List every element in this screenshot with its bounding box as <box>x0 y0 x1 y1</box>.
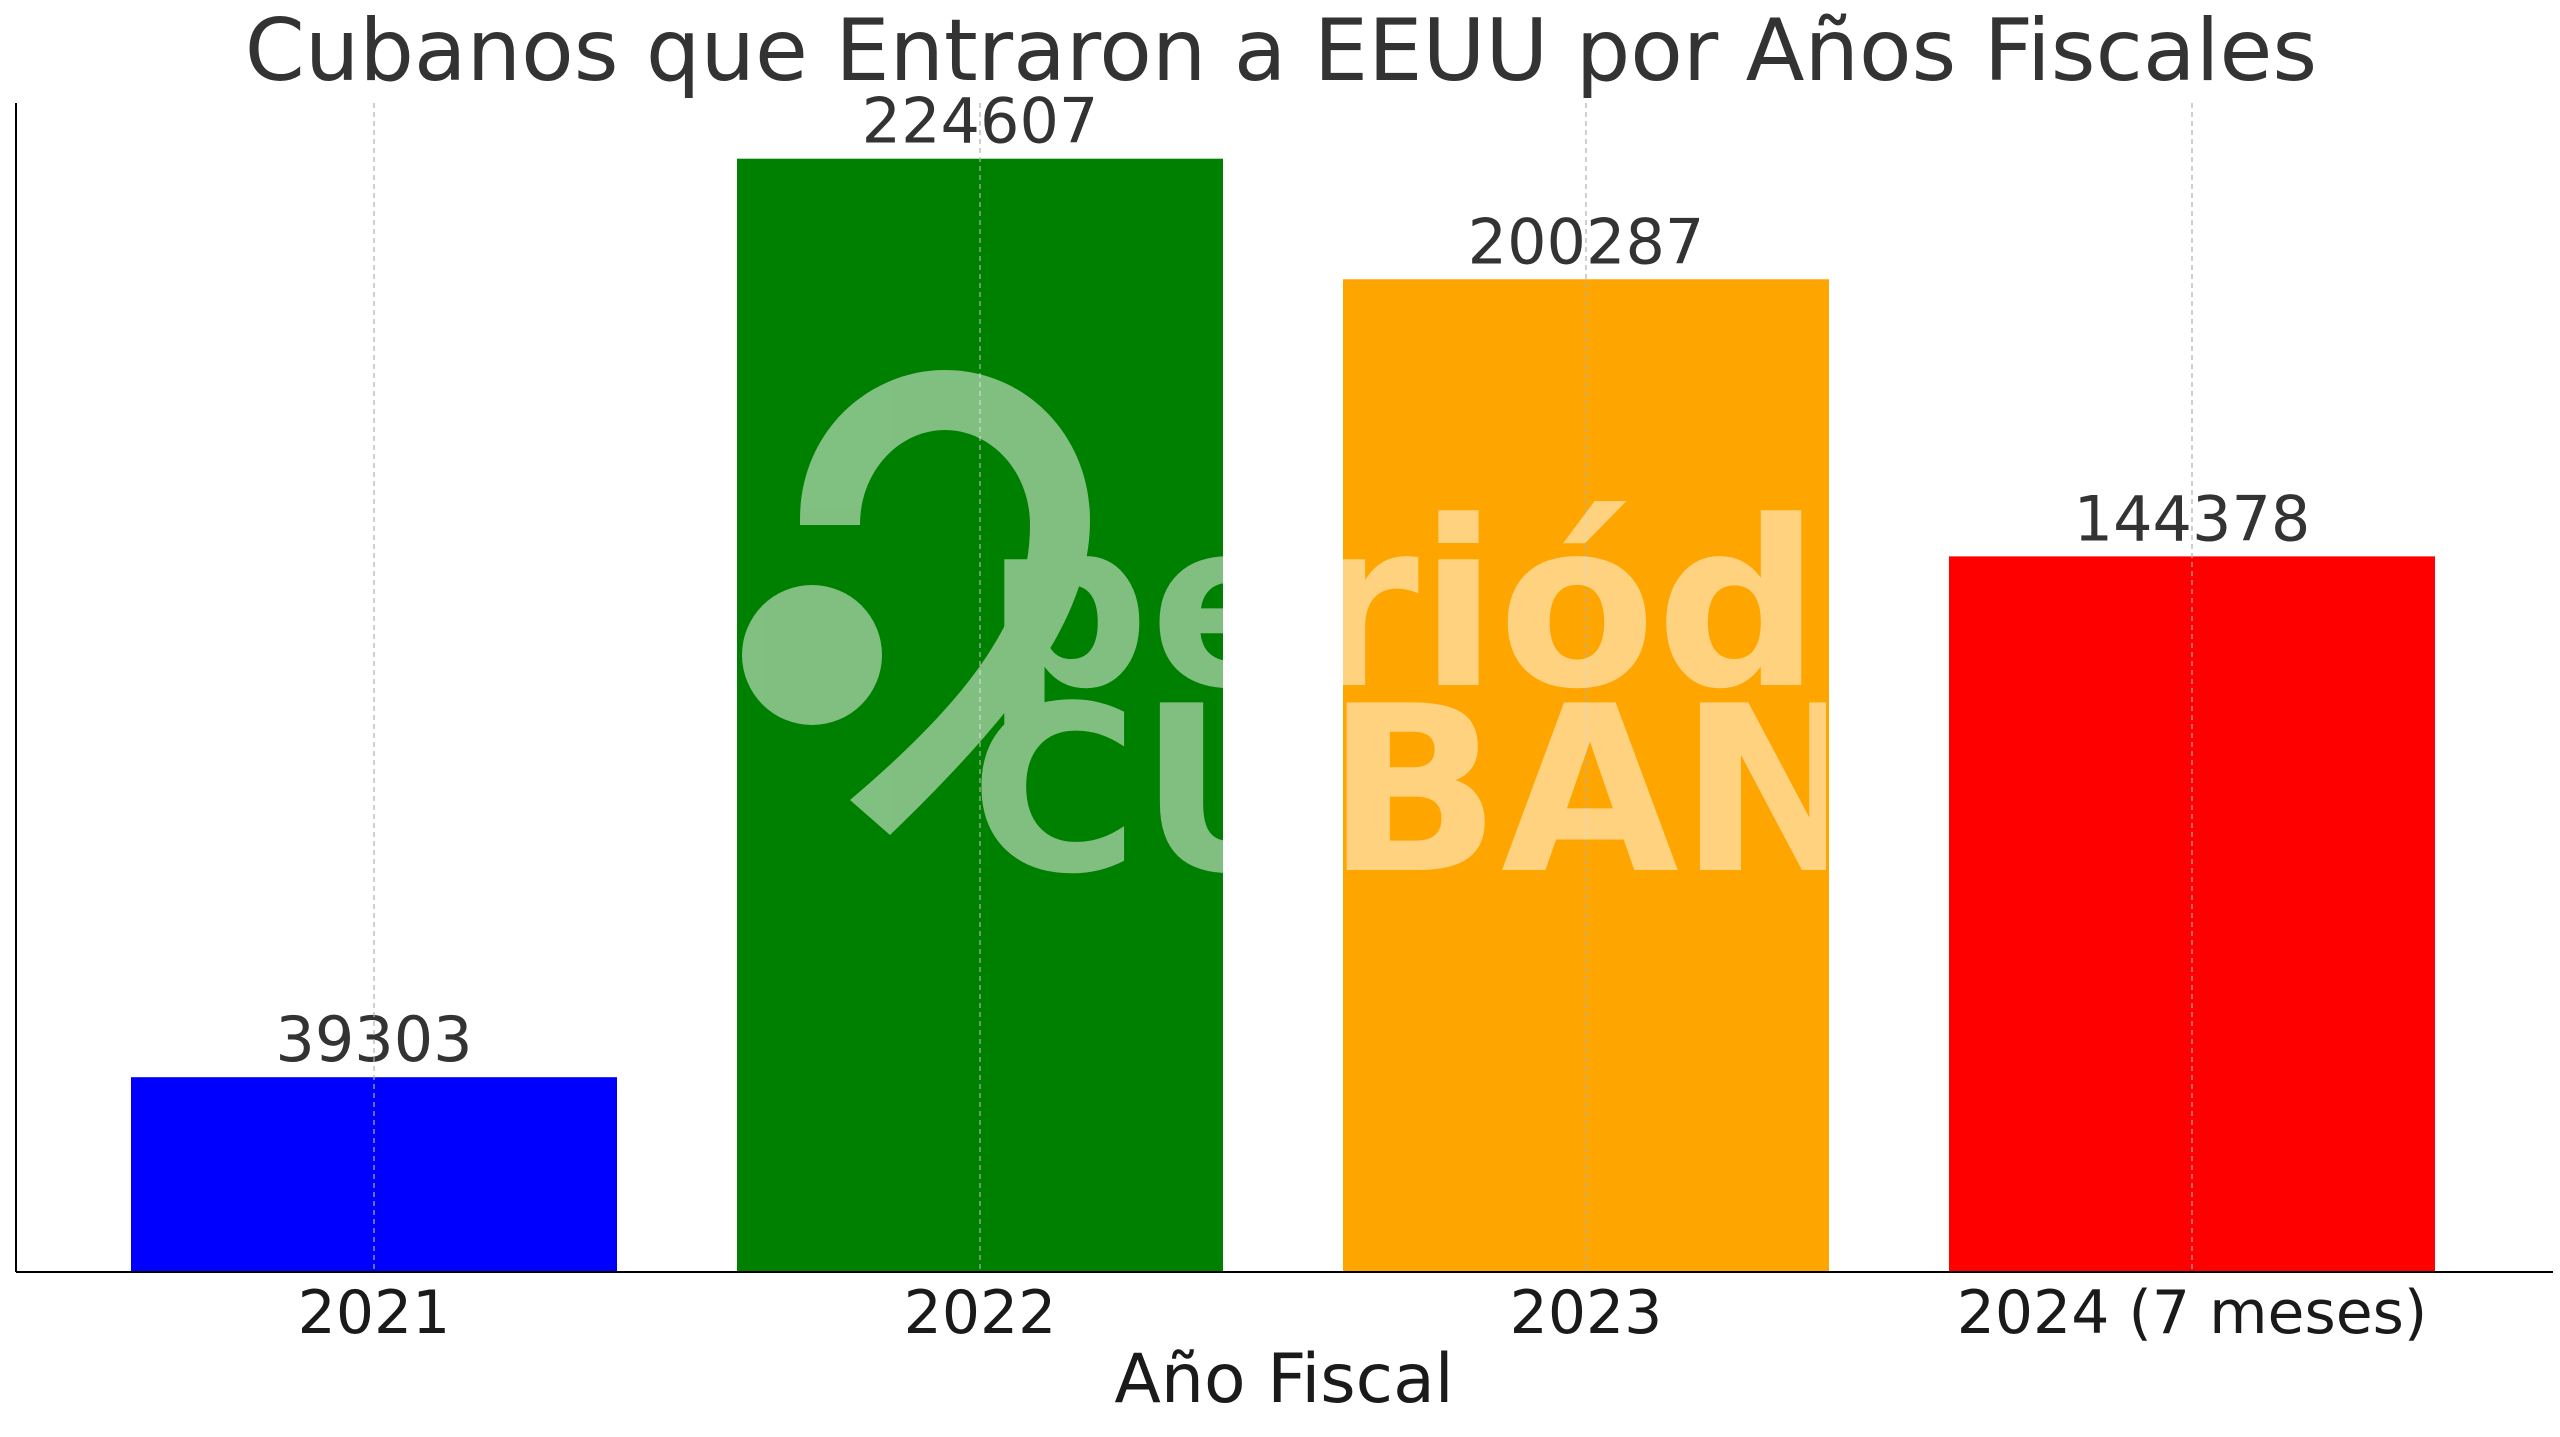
watermark-line-1: periódico <box>985 473 2194 740</box>
x-axis-label: Año Fiscal <box>1114 1340 1453 1419</box>
x-tick-labels: 2021 2022 2023 2024 (7 meses) <box>298 1278 2428 1348</box>
watermark-line-2: CUBANO <box>970 658 2067 925</box>
x-tick-label-3: 2024 (7 meses) <box>1957 1278 2428 1348</box>
x-tick-label-1: 2022 <box>904 1278 1057 1348</box>
watermark-logo: periódico CUBANO <box>742 370 2194 925</box>
map-pin-star-icon <box>742 370 1090 835</box>
chart-title: Cubanos que Entraron a EEUU por Años Fis… <box>245 1 2317 101</box>
x-tick-label-0: 2021 <box>298 1278 451 1348</box>
grid-lines <box>373 103 2193 1272</box>
x-tick-label-2: 2023 <box>1510 1278 1663 1348</box>
